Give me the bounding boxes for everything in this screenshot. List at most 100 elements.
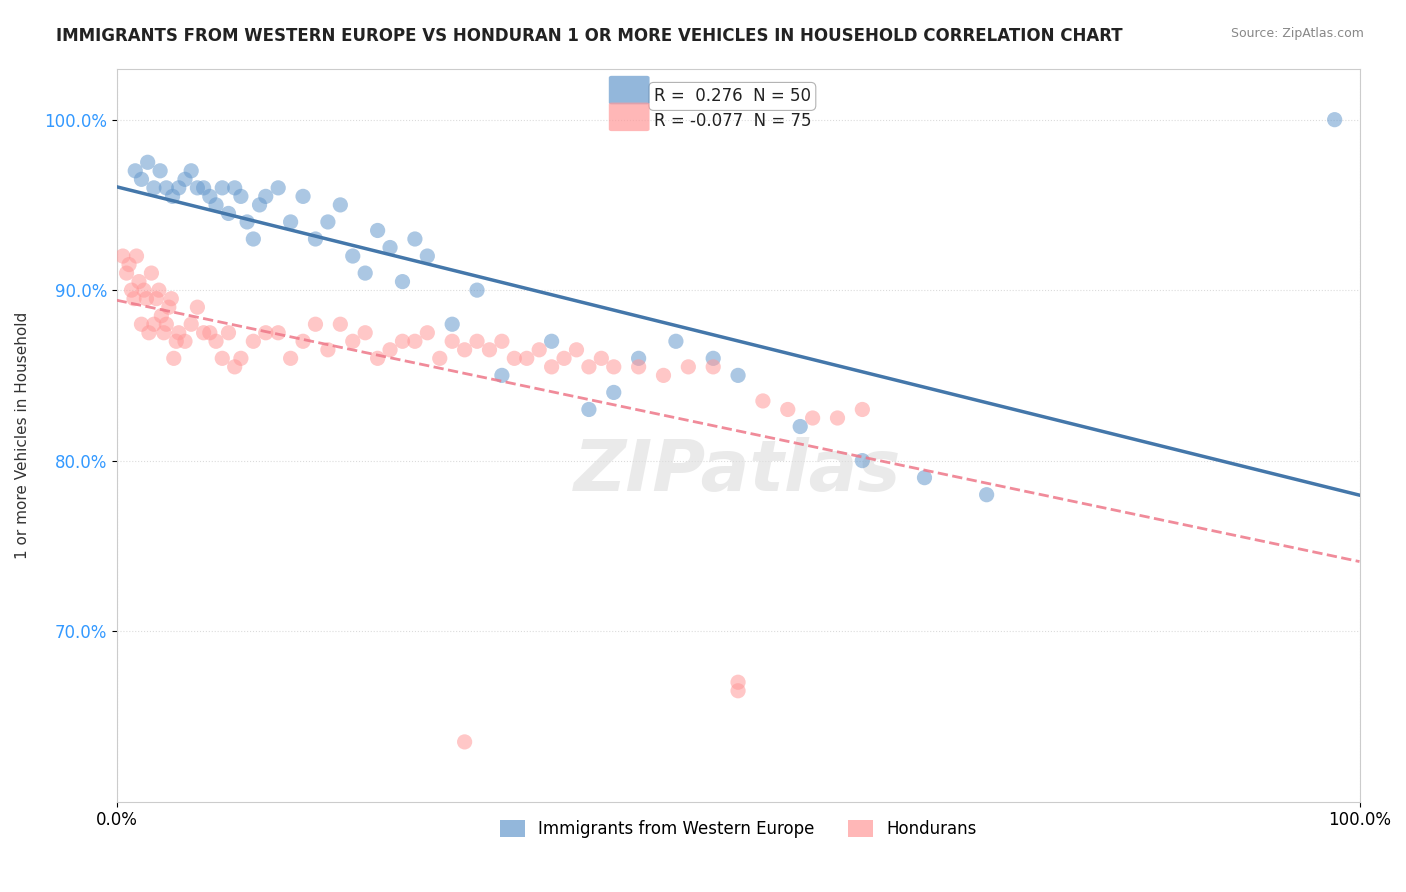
Point bbox=[193, 181, 215, 195]
Text: R =  0.276  N = 50: R = 0.276 N = 50 bbox=[654, 87, 811, 105]
Legend: Immigrants from Western Europe, Hondurans: Immigrants from Western Europe, Honduran… bbox=[494, 813, 983, 845]
Point bbox=[354, 266, 377, 280]
Point bbox=[180, 163, 202, 178]
Point bbox=[491, 334, 513, 349]
Point bbox=[329, 317, 352, 331]
Point bbox=[148, 283, 170, 297]
Point bbox=[342, 249, 364, 263]
Point bbox=[267, 326, 290, 340]
Point bbox=[404, 232, 426, 246]
Point bbox=[186, 181, 208, 195]
Point bbox=[416, 249, 439, 263]
Point bbox=[727, 368, 749, 383]
Point bbox=[441, 334, 464, 349]
Point bbox=[138, 326, 160, 340]
Point bbox=[441, 317, 464, 331]
Point bbox=[131, 172, 153, 186]
Point bbox=[591, 351, 613, 366]
Point bbox=[224, 359, 246, 374]
Point bbox=[453, 735, 475, 749]
Point bbox=[180, 317, 202, 331]
Point bbox=[976, 488, 998, 502]
Point bbox=[914, 471, 936, 485]
Point bbox=[135, 292, 157, 306]
Point bbox=[752, 393, 775, 408]
Point bbox=[118, 258, 141, 272]
Point bbox=[292, 189, 315, 203]
Point bbox=[125, 249, 148, 263]
Point bbox=[527, 343, 550, 357]
Point bbox=[776, 402, 799, 417]
Point bbox=[678, 359, 700, 374]
Point bbox=[242, 232, 264, 246]
Point bbox=[516, 351, 538, 366]
Point bbox=[565, 343, 588, 357]
Point bbox=[153, 326, 176, 340]
Point bbox=[121, 283, 143, 297]
Point bbox=[141, 266, 163, 280]
Point bbox=[174, 172, 197, 186]
Point bbox=[229, 189, 252, 203]
Point bbox=[280, 351, 302, 366]
Point bbox=[217, 206, 239, 220]
Point bbox=[149, 163, 172, 178]
Point bbox=[111, 249, 134, 263]
Point bbox=[540, 359, 562, 374]
Point bbox=[160, 292, 183, 306]
Point bbox=[329, 198, 352, 212]
Point bbox=[354, 326, 377, 340]
Point bbox=[851, 402, 873, 417]
Point bbox=[727, 675, 749, 690]
Point bbox=[128, 275, 150, 289]
Point bbox=[702, 359, 724, 374]
Point bbox=[304, 317, 326, 331]
Point bbox=[224, 181, 246, 195]
Point bbox=[416, 326, 439, 340]
Text: R = -0.077  N = 75: R = -0.077 N = 75 bbox=[654, 112, 811, 129]
Point bbox=[280, 215, 302, 229]
Point bbox=[198, 326, 221, 340]
Point bbox=[124, 163, 146, 178]
Point bbox=[603, 359, 626, 374]
Point bbox=[503, 351, 526, 366]
Point bbox=[578, 359, 600, 374]
Point bbox=[205, 334, 228, 349]
Point bbox=[292, 334, 315, 349]
Point bbox=[342, 334, 364, 349]
Point bbox=[145, 292, 167, 306]
Point bbox=[165, 334, 187, 349]
Point bbox=[465, 334, 488, 349]
Point bbox=[727, 683, 749, 698]
Point bbox=[367, 223, 389, 237]
Point bbox=[254, 326, 277, 340]
Point bbox=[316, 343, 339, 357]
Point bbox=[211, 181, 233, 195]
Point bbox=[404, 334, 426, 349]
Point bbox=[1323, 112, 1346, 127]
Point bbox=[801, 411, 824, 425]
Point bbox=[131, 317, 153, 331]
Point bbox=[155, 317, 177, 331]
Point bbox=[316, 215, 339, 229]
Point bbox=[205, 198, 228, 212]
Point bbox=[465, 283, 488, 297]
Point bbox=[163, 351, 186, 366]
Point bbox=[236, 215, 259, 229]
Point bbox=[249, 198, 271, 212]
Point bbox=[267, 181, 290, 195]
Point bbox=[142, 181, 165, 195]
Point bbox=[789, 419, 811, 434]
Point bbox=[211, 351, 233, 366]
Point bbox=[115, 266, 138, 280]
Point bbox=[491, 368, 513, 383]
Point bbox=[429, 351, 451, 366]
Point bbox=[391, 275, 413, 289]
Text: Source: ZipAtlas.com: Source: ZipAtlas.com bbox=[1230, 27, 1364, 40]
Point bbox=[254, 189, 277, 203]
Point bbox=[136, 155, 159, 169]
Point bbox=[186, 300, 208, 314]
Text: IMMIGRANTS FROM WESTERN EUROPE VS HONDURAN 1 OR MORE VEHICLES IN HOUSEHOLD CORRE: IMMIGRANTS FROM WESTERN EUROPE VS HONDUR… bbox=[56, 27, 1123, 45]
Point bbox=[851, 453, 873, 467]
Point bbox=[229, 351, 252, 366]
Point bbox=[478, 343, 501, 357]
